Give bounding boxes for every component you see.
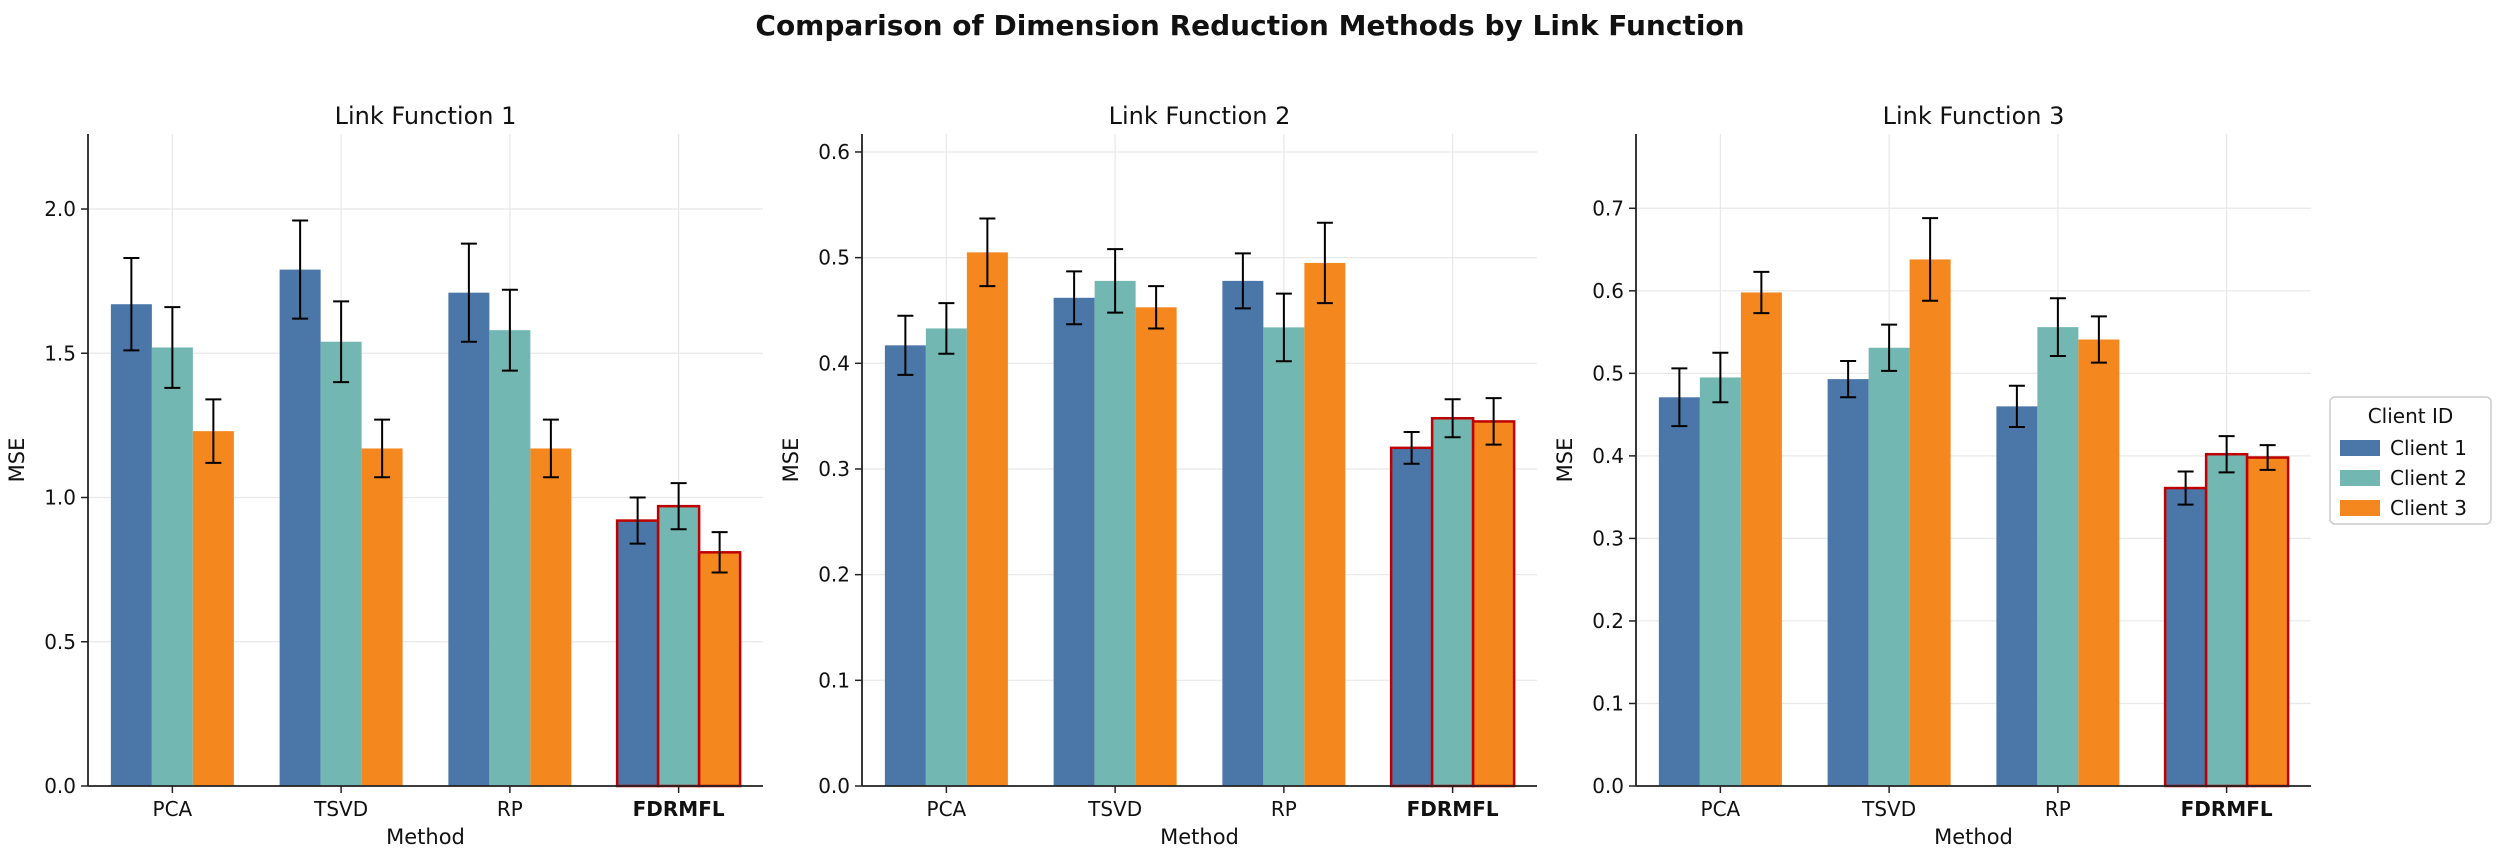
x-tick-label-fdrmfl: FDRMFL <box>1407 797 1499 821</box>
y-tick-label: 0.7 <box>1592 196 1624 220</box>
y-tick-label: 0.1 <box>818 668 850 692</box>
bar-client-2-tsvd <box>1094 280 1136 786</box>
panels: 0.0 0.5 1.0 1.5 2.0 PCA TSVD RP FDRMFL Link Funct… <box>5 102 2311 849</box>
bar-client-1-pca <box>1658 397 1700 786</box>
panel-title: Link Function 2 <box>1109 102 1291 130</box>
y-tick-label: 0.5 <box>44 630 76 654</box>
bar-client-2-rp <box>2037 327 2079 786</box>
bar-client-1-tsvd <box>1053 297 1095 786</box>
bar-client-1-tsvd <box>1827 379 1869 786</box>
y-tick-label: 2.0 <box>44 197 76 221</box>
bar-client-3-pca <box>192 431 234 786</box>
bar-client-2-tsvd <box>1868 347 1910 786</box>
legend: Client ID Client 1 Client 2 Client 3 <box>2329 396 2492 525</box>
panel-1: 0.0 0.5 1.0 1.5 2.0 PCA TSVD RP FDRMFL Link Funct… <box>5 102 763 849</box>
bar-client-3-pca <box>1740 292 1782 786</box>
x-axis-label: Method <box>386 825 465 849</box>
x-tick-label-tsvd: TSVD <box>313 797 368 821</box>
x-tick-label-pca: PCA <box>927 797 967 821</box>
y-tick-label: 0.0 <box>44 774 76 798</box>
x-tick-label-rp: RP <box>497 797 523 821</box>
y-tick-label: 0.1 <box>1592 691 1624 715</box>
bar-client-2-rp <box>1263 327 1305 786</box>
y-tick-label: 1.0 <box>44 486 76 510</box>
bar-client-1-rp <box>448 292 490 786</box>
x-axis-label: Method <box>1160 825 1239 849</box>
x-tick-label-rp: RP <box>1271 797 1297 821</box>
figure-title: Comparison of Dimension Reduction Method… <box>755 9 1744 42</box>
y-tick-label: 0.5 <box>1592 361 1624 385</box>
x-tick-label-pca: PCA <box>1701 797 1741 821</box>
bar-client-2-tsvd <box>320 341 362 786</box>
y-axis-label: MSE <box>1553 438 1577 483</box>
bar-client-1-fdrmfl <box>1389 446 1434 788</box>
bar-client-1-fdrmfl <box>615 519 660 788</box>
bar-client-3-fdrmfl <box>1471 420 1516 788</box>
legend-title: Client ID <box>2368 404 2454 428</box>
bar-client-3-tsvd <box>1135 307 1177 786</box>
legend-label: Client 1 <box>2390 436 2467 460</box>
bar-client-1-rp <box>1222 280 1264 786</box>
x-tick-label-fdrmfl: FDRMFL <box>633 797 725 821</box>
bar-client-3-rp <box>2078 339 2120 786</box>
bar-client-2-pca <box>151 347 193 786</box>
bar-client-2-rp <box>489 330 531 786</box>
bar-client-3-tsvd <box>1909 259 1951 786</box>
bar-client-1-tsvd <box>279 269 321 787</box>
x-tick-label-tsvd: TSVD <box>1087 797 1142 821</box>
panel-title: Link Function 3 <box>1883 102 2065 130</box>
bar-client-2-fdrmfl <box>656 504 701 788</box>
bar-client-1-rp <box>1996 406 2038 786</box>
bar-client-3-tsvd <box>361 448 403 786</box>
bar-client-2-fdrmfl <box>2204 452 2249 788</box>
legend-swatch-client-3 <box>2340 500 2380 516</box>
panel-3: 0.0 0.1 0.2 0.3 0.4 0.5 0.6 0.7 PCA TSVD RP FDRMFL L… <box>1553 102 2311 849</box>
bar-client-2-pca <box>925 328 967 786</box>
y-axis-label: MSE <box>779 438 803 483</box>
bar-client-2-fdrmfl <box>1430 417 1475 788</box>
legend-swatch-client-2 <box>2340 470 2380 486</box>
bar-client-3-rp <box>530 448 572 786</box>
y-tick-label: 0.6 <box>1592 279 1624 303</box>
y-tick-label: 0.2 <box>1592 609 1624 633</box>
legend-label: Client 2 <box>2390 466 2467 490</box>
legend-label: Client 3 <box>2390 496 2467 520</box>
y-tick-label: 0.5 <box>818 246 850 270</box>
bar-client-1-fdrmfl <box>2163 486 2208 788</box>
x-tick-label-rp: RP <box>2045 797 2071 821</box>
y-tick-label: 0.0 <box>818 774 850 798</box>
bar-client-3-fdrmfl <box>2245 456 2290 788</box>
bar-client-3-fdrmfl <box>697 551 742 788</box>
y-tick-label: 1.5 <box>44 341 76 365</box>
legend-swatch-client-1 <box>2340 440 2380 456</box>
x-tick-label-pca: PCA <box>153 797 193 821</box>
y-tick-label: 0.2 <box>818 563 850 587</box>
y-tick-label: 0.0 <box>1592 774 1624 798</box>
bar-client-3-rp <box>1304 262 1346 786</box>
x-tick-label-fdrmfl: FDRMFL <box>2181 797 2273 821</box>
y-tick-label: 0.4 <box>818 351 850 375</box>
y-tick-label: 0.6 <box>818 140 850 164</box>
y-tick-label: 0.3 <box>818 457 850 481</box>
y-axis-label: MSE <box>5 438 29 483</box>
panel-2: 0.0 0.1 0.2 0.3 0.4 0.5 0.6 PCA TSVD RP FDRMFL Link… <box>779 102 1537 849</box>
panel-title: Link Function 1 <box>335 102 517 130</box>
x-tick-label-tsvd: TSVD <box>1861 797 1916 821</box>
x-axis-label: Method <box>1934 825 2013 849</box>
bar-client-2-pca <box>1699 377 1741 786</box>
bar-client-1-pca <box>884 345 926 786</box>
bar-client-1-pca <box>110 304 152 786</box>
bar-client-3-pca <box>966 252 1008 786</box>
y-tick-label: 0.3 <box>1592 526 1624 550</box>
y-tick-label: 0.4 <box>1592 444 1624 468</box>
legend-frame <box>2329 396 2492 525</box>
